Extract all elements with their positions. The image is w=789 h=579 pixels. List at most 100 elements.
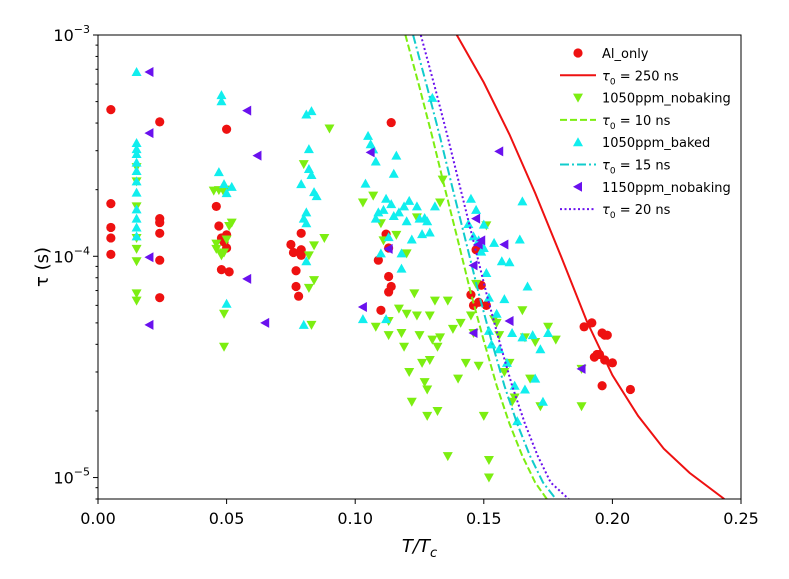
data-point-4-89 xyxy=(519,384,530,394)
series-2 xyxy=(131,124,587,483)
data-point-0-42 xyxy=(579,322,589,332)
data-point-2-91 xyxy=(576,402,587,412)
x-axis-label-sub: c xyxy=(430,546,437,561)
data-point-4-7 xyxy=(131,187,142,197)
data-point-4-61 xyxy=(424,227,435,237)
legend-marker-0 xyxy=(573,48,583,58)
data-point-4-77 xyxy=(491,308,502,318)
data-point-4-87 xyxy=(517,196,528,206)
data-point-0-8 xyxy=(155,228,165,238)
data-point-2-42 xyxy=(401,309,412,319)
data-point-6-1 xyxy=(144,128,154,139)
data-point-4-44 xyxy=(383,232,394,242)
data-point-4-46 xyxy=(388,211,399,221)
data-point-4-24 xyxy=(301,207,312,217)
data-point-4-51 xyxy=(396,263,407,273)
data-point-0-4 xyxy=(106,249,116,259)
legend-label-6: 1150ppm_nobaking xyxy=(602,181,731,196)
x-tick-label-0: 0.00 xyxy=(80,509,116,528)
data-point-4-25 xyxy=(301,109,312,119)
data-point-2-77 xyxy=(491,318,502,328)
data-point-2-71 xyxy=(473,361,484,371)
ticks-layer: 0.00 0.05 0.10 0.15 0.20 0.25 10−5 10−4 10−3 xyxy=(53,23,758,528)
data-point-2-45 xyxy=(409,289,420,299)
series-6 xyxy=(144,67,586,374)
data-point-2-53 xyxy=(424,311,435,321)
data-point-2-39 xyxy=(396,329,407,339)
data-point-6-6 xyxy=(252,150,262,161)
data-point-0-23 xyxy=(291,281,301,292)
data-point-6-19 xyxy=(576,363,586,374)
data-point-4-56 xyxy=(411,201,422,211)
data-point-6-16 xyxy=(494,146,504,157)
legend-label-3: τ0 = 10 ns xyxy=(602,114,671,132)
data-point-2-14 xyxy=(219,248,230,258)
series-3 xyxy=(404,35,548,499)
data-point-2-55 xyxy=(427,335,438,345)
data-point-0-53 xyxy=(625,384,636,395)
data-point-2-82 xyxy=(509,393,520,403)
data-point-2-18 xyxy=(221,235,232,245)
data-point-4-12 xyxy=(213,167,224,177)
data-point-6-18 xyxy=(504,315,514,326)
data-point-4-32 xyxy=(357,314,368,324)
data-point-4-19 xyxy=(296,179,307,189)
data-point-6-4 xyxy=(242,105,252,116)
data-point-4-21 xyxy=(301,218,312,228)
data-point-2-60 xyxy=(435,198,446,208)
legend-label-2: 1050ppm_nobaking xyxy=(602,92,731,107)
data-point-4-23 xyxy=(298,319,309,329)
fit-line-3 xyxy=(404,35,548,499)
data-point-6-11 xyxy=(468,260,478,271)
data-point-2-58 xyxy=(432,342,443,352)
data-point-4-60 xyxy=(422,216,433,226)
data-point-2-54 xyxy=(424,355,435,365)
data-point-4-80 xyxy=(499,294,510,304)
data-point-4-72 xyxy=(481,268,492,278)
data-point-2-57 xyxy=(432,406,443,416)
data-point-4-71 xyxy=(478,219,489,229)
data-point-2-4 xyxy=(131,244,142,254)
data-point-4-81 xyxy=(501,357,512,367)
legend-label-1: τ0 = 250 ns xyxy=(602,69,679,87)
data-point-4-73 xyxy=(483,325,494,335)
fit-line-7 xyxy=(419,35,570,499)
data-point-0-48 xyxy=(597,381,607,391)
data-point-4-90 xyxy=(522,281,533,291)
data-point-2-40 xyxy=(399,342,410,352)
data-point-2-59 xyxy=(435,333,446,343)
data-point-2-27 xyxy=(309,276,320,286)
data-point-2-36 xyxy=(383,331,394,341)
data-point-6-12 xyxy=(468,328,478,339)
data-point-2-63 xyxy=(442,452,453,462)
data-point-2-88 xyxy=(543,322,554,332)
legend-label-4: 1050ppm_baked xyxy=(602,136,710,151)
data-point-0-15 xyxy=(216,265,227,275)
data-point-4-22 xyxy=(301,256,312,266)
data-point-2-37 xyxy=(391,230,402,240)
series-5 xyxy=(412,35,557,499)
data-point-2-68 xyxy=(465,311,476,321)
legend-label-0: Al_only xyxy=(602,47,649,62)
plot-frame xyxy=(97,34,742,500)
data-point-2-50 xyxy=(419,378,430,388)
data-point-4-2 xyxy=(131,144,142,154)
data-point-2-25 xyxy=(306,320,317,330)
data-point-4-85 xyxy=(512,416,523,426)
data-point-2-79 xyxy=(499,367,510,377)
legend-marker-4 xyxy=(573,137,583,147)
data-point-4-53 xyxy=(401,216,412,226)
data-point-2-83 xyxy=(517,306,528,316)
data-point-2-24 xyxy=(303,283,314,293)
data-point-2-21 xyxy=(226,218,237,228)
data-point-4-93 xyxy=(535,344,546,354)
data-point-4-10 xyxy=(131,222,142,232)
legend-item-3: τ0 = 10 ns xyxy=(560,114,671,132)
data-point-0-1 xyxy=(106,199,116,209)
data-point-6-5 xyxy=(242,273,252,284)
x-tick-label-5: 0.25 xyxy=(723,509,759,528)
data-point-0-0 xyxy=(106,105,116,115)
data-point-6-17 xyxy=(499,239,509,250)
data-point-4-79 xyxy=(496,256,507,266)
data-point-4-15 xyxy=(219,179,230,189)
